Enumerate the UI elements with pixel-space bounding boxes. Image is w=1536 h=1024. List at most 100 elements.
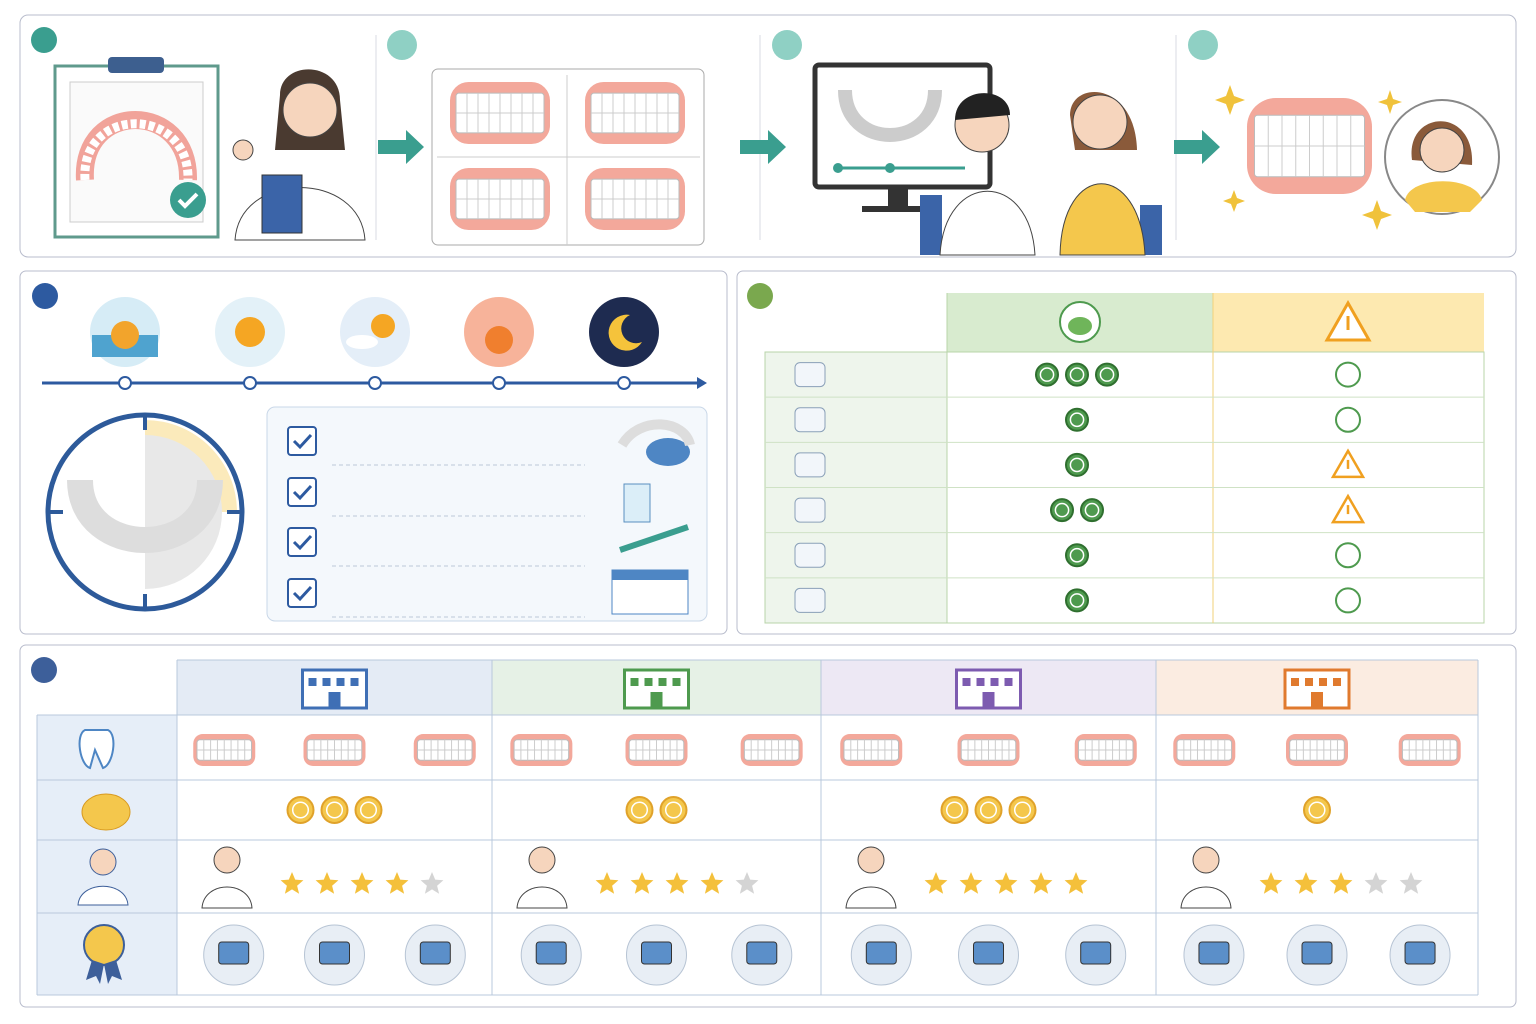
coin-inner (291, 801, 310, 819)
check (292, 534, 313, 551)
doctor-body (1180, 886, 1232, 909)
coin (1065, 452, 1089, 477)
item-icon (794, 587, 826, 613)
checkbox (287, 477, 317, 507)
coin (1035, 362, 1059, 387)
window (658, 678, 667, 686)
equipment (746, 941, 778, 965)
coin-inner (1099, 367, 1115, 382)
clinic-panel (19, 644, 1517, 1008)
window (990, 678, 999, 686)
equipment (641, 941, 672, 965)
section-dot (31, 657, 57, 683)
checkbox (287, 578, 317, 608)
clinic-cost (286, 796, 383, 824)
coin-inner (1069, 367, 1085, 382)
coin (1065, 362, 1089, 387)
coin-inner (979, 801, 998, 819)
coin (1080, 498, 1104, 523)
coin (1303, 796, 1331, 824)
coin (1050, 498, 1074, 523)
checklist (266, 406, 708, 622)
doctor (232, 69, 366, 241)
teeth (193, 734, 256, 766)
coin (1008, 796, 1037, 824)
window (630, 678, 639, 686)
window (976, 678, 985, 686)
window (672, 678, 681, 686)
window (336, 678, 345, 686)
teeth (1074, 734, 1137, 766)
teeth (450, 168, 550, 230)
risk-warning (1330, 493, 1366, 524)
teeth (1173, 734, 1236, 766)
cost-coins (1050, 498, 1104, 523)
coin-inner (1054, 502, 1070, 518)
risk-ok (1335, 587, 1361, 614)
sparkles (1215, 85, 1402, 230)
clinic-cost (1303, 796, 1331, 824)
ok-circle (1335, 361, 1361, 388)
coin-inner (325, 801, 344, 819)
step-dot (1188, 30, 1218, 60)
coin (625, 796, 654, 824)
coin-inner (630, 801, 649, 819)
window (962, 678, 971, 686)
coin-inner (1069, 412, 1085, 428)
consultation (920, 92, 1162, 256)
window (1004, 678, 1013, 686)
rating-stars (924, 872, 1088, 894)
star (1294, 872, 1318, 894)
star (700, 872, 724, 894)
equipment (218, 941, 250, 965)
coin-inner (359, 801, 378, 819)
cost-coins (1065, 588, 1089, 613)
cost-coins (1065, 452, 1089, 477)
rating-stars (1259, 872, 1423, 894)
monitor (812, 62, 993, 212)
coin-inner (1069, 593, 1085, 608)
coin (1065, 588, 1089, 613)
equipment (973, 941, 1004, 965)
window (1319, 678, 1327, 686)
check (292, 433, 313, 450)
coin-inner (1069, 457, 1085, 473)
teeth (1286, 734, 1348, 766)
teeth (450, 82, 550, 144)
coin (1065, 407, 1089, 432)
clipboard (53, 57, 220, 239)
star (1029, 872, 1053, 894)
coin (286, 796, 315, 824)
star (385, 872, 409, 894)
coin (940, 796, 969, 824)
step-dot (31, 27, 57, 53)
window (350, 678, 359, 686)
timeline-nodes (118, 376, 631, 390)
star (1064, 872, 1088, 894)
star (924, 872, 948, 894)
empty-star (1399, 872, 1423, 894)
coin-inner (945, 801, 964, 819)
teeth (303, 734, 366, 766)
teeth (625, 734, 688, 766)
teeth (413, 734, 476, 766)
door (328, 692, 341, 708)
doctor-body (845, 886, 897, 909)
rating-stars (280, 872, 444, 894)
star (665, 872, 689, 894)
coin-inner (664, 801, 683, 819)
coin (320, 796, 349, 824)
equipment (1301, 941, 1333, 965)
coin-inner (1084, 502, 1100, 518)
star (350, 872, 374, 894)
section-dot (32, 283, 58, 309)
window (1291, 678, 1299, 686)
doctor-head (528, 846, 556, 874)
equipment (865, 941, 897, 965)
teeth (1398, 734, 1461, 766)
coin (354, 796, 383, 824)
item-icon (794, 407, 826, 433)
criteria-icons (77, 729, 131, 984)
risk-ok (1335, 361, 1361, 388)
